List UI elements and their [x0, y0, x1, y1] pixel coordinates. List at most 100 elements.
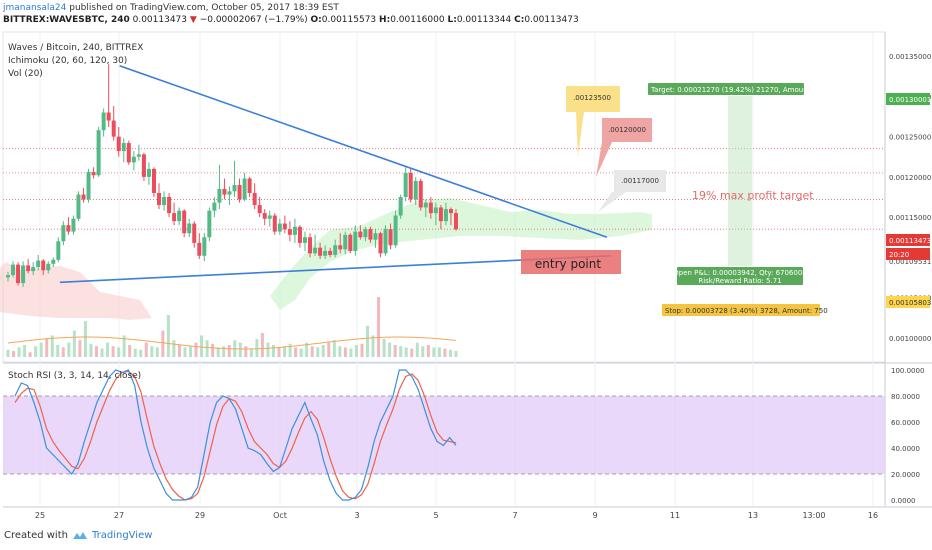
- publish-text: published on TradingView.com, October 05…: [66, 3, 339, 13]
- time-tick-label: 3: [354, 511, 359, 520]
- candles: [6, 64, 458, 288]
- candle-body: [318, 247, 323, 256]
- volume-bar: [437, 347, 441, 357]
- rsi-tick-label: 0.0000: [891, 497, 916, 505]
- volume-bar: [50, 335, 54, 357]
- target-label: Target: 0.00021270 (19.42%) 21270, Amoun…: [650, 86, 844, 94]
- candle-body: [182, 210, 187, 234]
- volume-bar: [177, 345, 181, 357]
- volume-bar: [426, 345, 430, 357]
- resistance-levels: [3, 148, 885, 230]
- candle-body: [61, 225, 66, 242]
- volume-bar: [28, 352, 32, 357]
- volume-bar: [349, 348, 353, 357]
- volume-bar: [399, 346, 403, 357]
- volume-bar: [316, 347, 320, 357]
- candle-body: [308, 237, 313, 254]
- volume-bar: [194, 342, 198, 357]
- stop-box: [662, 304, 820, 316]
- candle-body: [31, 267, 36, 272]
- volume-bar: [61, 347, 65, 357]
- price-tick-label: 0.00100000: [889, 335, 931, 343]
- candle-body: [157, 192, 162, 206]
- volume-bar: [183, 347, 187, 357]
- candle-body: [353, 231, 358, 251]
- open-label: O:: [310, 15, 322, 25]
- candle-body: [36, 260, 41, 268]
- volume-bar: [410, 348, 414, 357]
- volume-bar: [222, 346, 226, 357]
- candle-body: [232, 184, 237, 192]
- candle-body: [302, 237, 307, 243]
- volume-bar: [277, 347, 281, 357]
- candle-body: [292, 226, 297, 235]
- candle-body: [403, 172, 408, 197]
- volume-bar: [260, 333, 264, 357]
- candle-body: [454, 213, 458, 230]
- entry-label: entry point: [535, 257, 601, 271]
- candle-body: [443, 209, 448, 222]
- author-link[interactable]: jmanansala24: [3, 3, 67, 13]
- candle-body: [287, 229, 292, 235]
- candle-body: [101, 112, 106, 131]
- entry-box: [521, 250, 621, 274]
- time-tick-label: 13: [748, 511, 758, 520]
- volume-bar: [72, 330, 76, 357]
- ohlc-line: BITTREX:WAVESBTC, 240 0.00113473 ▼ −0.00…: [3, 15, 579, 26]
- candle-body: [378, 233, 383, 254]
- volume-bar: [39, 342, 43, 357]
- ichimoku-cloud: [0, 198, 652, 320]
- stoch-rsi-legend[interactable]: Stoch RSI (3, 3, 14, 14, close): [8, 371, 142, 381]
- time-tick-label: 29: [195, 511, 205, 520]
- candle-body: [81, 194, 86, 200]
- volume-bar: [144, 342, 148, 357]
- price-badge: [886, 93, 930, 105]
- candle-body: [41, 260, 46, 271]
- volume-bar: [83, 321, 87, 357]
- volume-bar: [128, 345, 132, 357]
- down-arrow-icon: ▼: [189, 15, 197, 25]
- candle-body: [267, 215, 272, 219]
- volume-bar: [106, 342, 110, 357]
- target-zone: [728, 96, 752, 266]
- candle-body: [257, 205, 262, 214]
- tradingview-logo-icon: [72, 531, 87, 539]
- price-badge-label: 0.00105803: [889, 299, 931, 307]
- trendline-descending: [119, 65, 608, 238]
- volume-bar: [100, 348, 104, 357]
- candle-body: [297, 226, 302, 243]
- volume-bar: [288, 343, 292, 357]
- candle-body: [217, 188, 222, 203]
- candle-body: [56, 241, 61, 260]
- high-label: H:: [379, 15, 391, 25]
- volume-bar: [294, 347, 298, 357]
- trendline-ascending: [59, 254, 611, 284]
- volume-bar: [299, 348, 303, 357]
- trendlines: [59, 65, 611, 284]
- candle-body: [167, 197, 172, 214]
- candle-body: [177, 210, 182, 222]
- created-with-text: Created with: [4, 530, 68, 541]
- price-badge: [886, 248, 930, 260]
- tradingview-brand[interactable]: TradingView: [91, 530, 153, 541]
- stoch-rsi-pane: [3, 369, 885, 501]
- footer: Created with TradingView: [4, 530, 152, 541]
- volume-bar: [189, 346, 193, 357]
- volume-bar: [388, 342, 392, 357]
- volume-bar: [150, 346, 154, 357]
- volume-bar: [432, 347, 436, 357]
- volume-bar: [327, 342, 331, 357]
- volume-legend[interactable]: Vol (20): [8, 69, 43, 79]
- volume-bar: [200, 335, 204, 357]
- volume-bar: [117, 347, 121, 357]
- volume-bar: [205, 340, 209, 357]
- close-value: 0.00113473: [524, 15, 579, 25]
- callout-label-3: .00117000: [621, 177, 659, 185]
- price-tick-label: 0.00109531: [889, 258, 931, 266]
- candle-body: [363, 229, 368, 238]
- ichimoku-legend[interactable]: Ichimoku (20, 60, 120, 30): [8, 56, 128, 66]
- time-tick-label: 13:00: [802, 511, 825, 520]
- open-pl-label: Open P&L: 0.00003942, Qty: 6706008: [673, 269, 807, 277]
- candle-body: [428, 202, 433, 214]
